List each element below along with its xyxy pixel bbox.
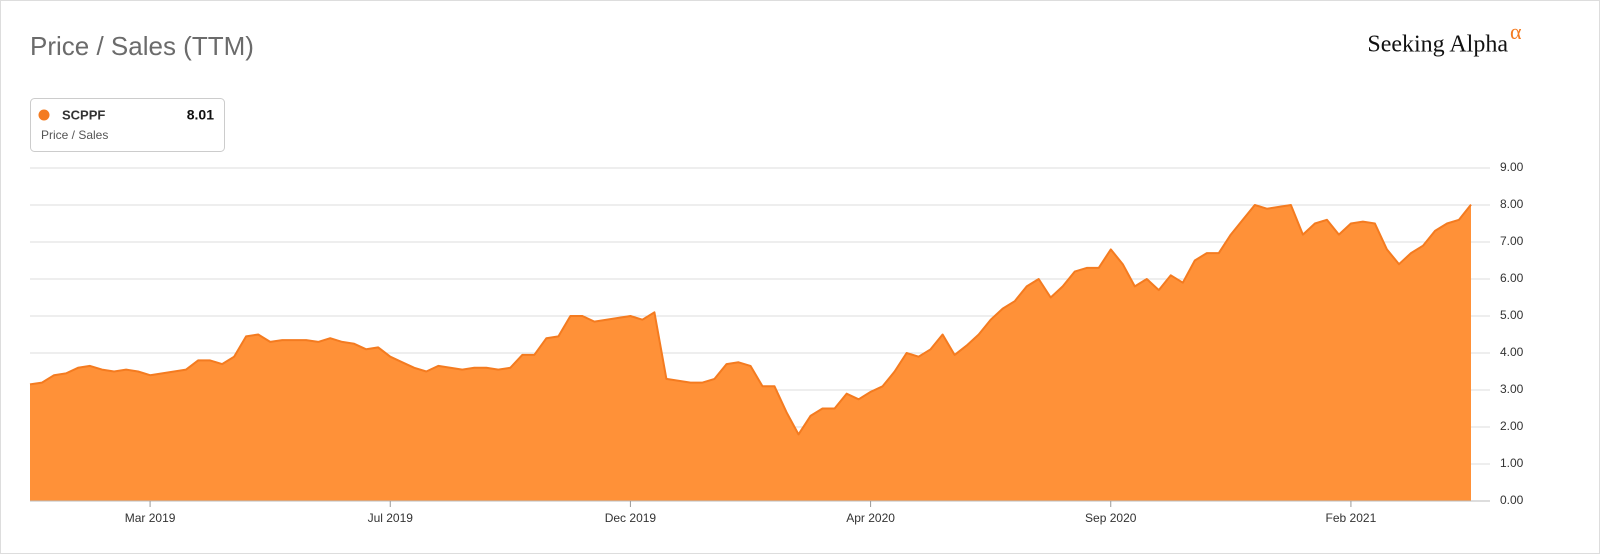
y-tick-label: 2.00 <box>1500 419 1524 433</box>
y-tick-label: 3.00 <box>1500 382 1524 396</box>
y-tick-label: 8.00 <box>1500 197 1524 211</box>
x-tick-label: Mar 2019 <box>125 511 176 525</box>
y-tick-label: 5.00 <box>1500 308 1524 322</box>
line <box>29 203 1472 436</box>
legend-value: 8.01 <box>187 107 214 123</box>
brand: Seeking Alpha <box>1367 32 1508 58</box>
x-tick-label: Sep 2020 <box>1085 511 1137 525</box>
y-tick-label: 4.00 <box>1500 345 1524 359</box>
y-tick-label: 1.00 <box>1500 456 1524 470</box>
x-tick-label: Jul 2019 <box>368 511 414 525</box>
area <box>30 204 1471 501</box>
y-tick-label: 7.00 <box>1500 234 1524 248</box>
x-tick-label: Feb 2021 <box>1326 511 1377 525</box>
legend-name: SCPPF <box>62 107 105 122</box>
y-tick-label: 6.00 <box>1500 271 1524 285</box>
legend-box <box>30 98 225 152</box>
chart-title: Price / Sales (TTM) <box>30 31 254 61</box>
legend-dot <box>38 109 50 121</box>
x-tick-label: Apr 2020 <box>846 511 895 525</box>
legend-description: Price / Sales <box>41 128 108 142</box>
y-tick-label: 9.00 <box>1500 160 1524 174</box>
y-tick-label: 0.00 <box>1500 493 1524 507</box>
x-tick-label: Dec 2019 <box>605 511 657 525</box>
brand-mark: α <box>1510 19 1522 44</box>
